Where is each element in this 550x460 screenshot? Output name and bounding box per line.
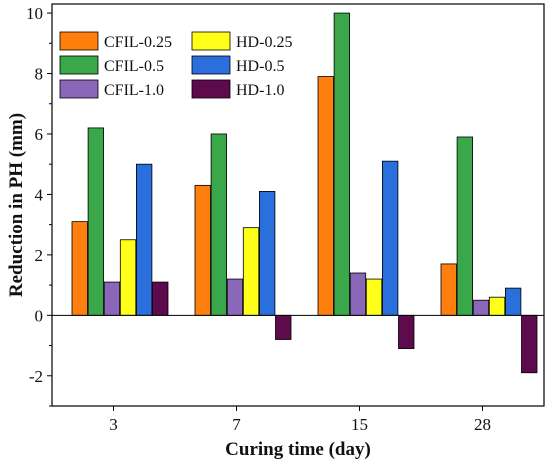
bar-cfil-0-25-day-15 [317, 76, 334, 316]
legend: CFIL-0.25 CFIL-0.5 CFIL-1.0 HD-0.25 HD-0.5 HD… [59, 31, 292, 99]
plot-frame [51, 3, 545, 407]
legend-label: CFIL-0.25 [104, 34, 172, 51]
y-tick-label: 0 [35, 306, 44, 325]
bar-cfil-0-25-day-3 [71, 221, 88, 316]
legend-label: HD-0.25 [236, 34, 292, 51]
bar-cfil-1-0-day-3 [103, 281, 121, 316]
x-tick-label: 3 [109, 415, 118, 434]
bar-cfil-0-25-day-28 [440, 263, 457, 316]
bar-cfil-1-0-day-28 [472, 299, 490, 316]
legend-swatch [59, 55, 99, 75]
bar-cfil-0-5-day-7 [210, 133, 228, 316]
bar-cfil-1-0-day-15 [349, 272, 367, 316]
y-tick-label: 2 [35, 246, 44, 265]
x-tick-label: 15 [351, 415, 368, 434]
legend-swatch [59, 79, 99, 99]
y-axis: -2 0 2 4 6 8 10 [26, 4, 52, 407]
y-tick-label: 4 [35, 185, 44, 204]
bar-hd-0-25-day-28 [488, 296, 506, 316]
bar-cfil-0-5-day-3 [87, 127, 104, 316]
bar-hd-0-25-day-15 [365, 278, 383, 316]
bar-cfil-0-25-day-7 [194, 184, 211, 316]
legend-swatch [191, 79, 231, 99]
legend-label: HD-1.0 [236, 82, 284, 99]
legend-swatch [191, 55, 231, 75]
x-axis-title: Curing time (day) [225, 439, 371, 460]
bar-hd-1-0-day-15 [398, 314, 415, 349]
legend-swatch [59, 31, 99, 51]
bar-hd-0-5-day-7 [258, 190, 276, 316]
bar-cfil-0-5-day-28 [456, 136, 474, 316]
x-axis: 3 7 15 28 [109, 406, 491, 434]
bar-hd-0-5-day-15 [381, 160, 399, 316]
bar-hd-1-0-day-3 [152, 281, 169, 316]
bar-cfil-1-0-day-7 [226, 278, 244, 316]
legend-label: CFIL-0.5 [104, 58, 164, 75]
x-tick-label: 28 [474, 415, 491, 434]
bar-hd-1-0-day-7 [275, 314, 292, 340]
y-tick-label: 10 [26, 4, 43, 23]
legend-label: HD-0.5 [236, 58, 284, 75]
y-tick-label: -2 [29, 367, 43, 386]
bar-cfil-0-5-day-15 [333, 12, 351, 316]
bar-hd-1-0-day-28 [521, 314, 538, 374]
bar-hd-0-25-day-3 [119, 239, 137, 316]
y-tick-label: 8 [35, 65, 44, 84]
legend-swatch [191, 31, 231, 51]
legend-label: CFIL-1.0 [104, 82, 164, 99]
bar-hd-0-25-day-7 [242, 227, 260, 316]
y-axis-title: Reduction in PH (mm) [6, 113, 27, 297]
bar-hd-0-5-day-28 [504, 287, 522, 316]
x-tick-label: 7 [232, 415, 241, 434]
bar-hd-0-5-day-3 [135, 163, 153, 316]
y-tick-label: 6 [35, 125, 44, 144]
